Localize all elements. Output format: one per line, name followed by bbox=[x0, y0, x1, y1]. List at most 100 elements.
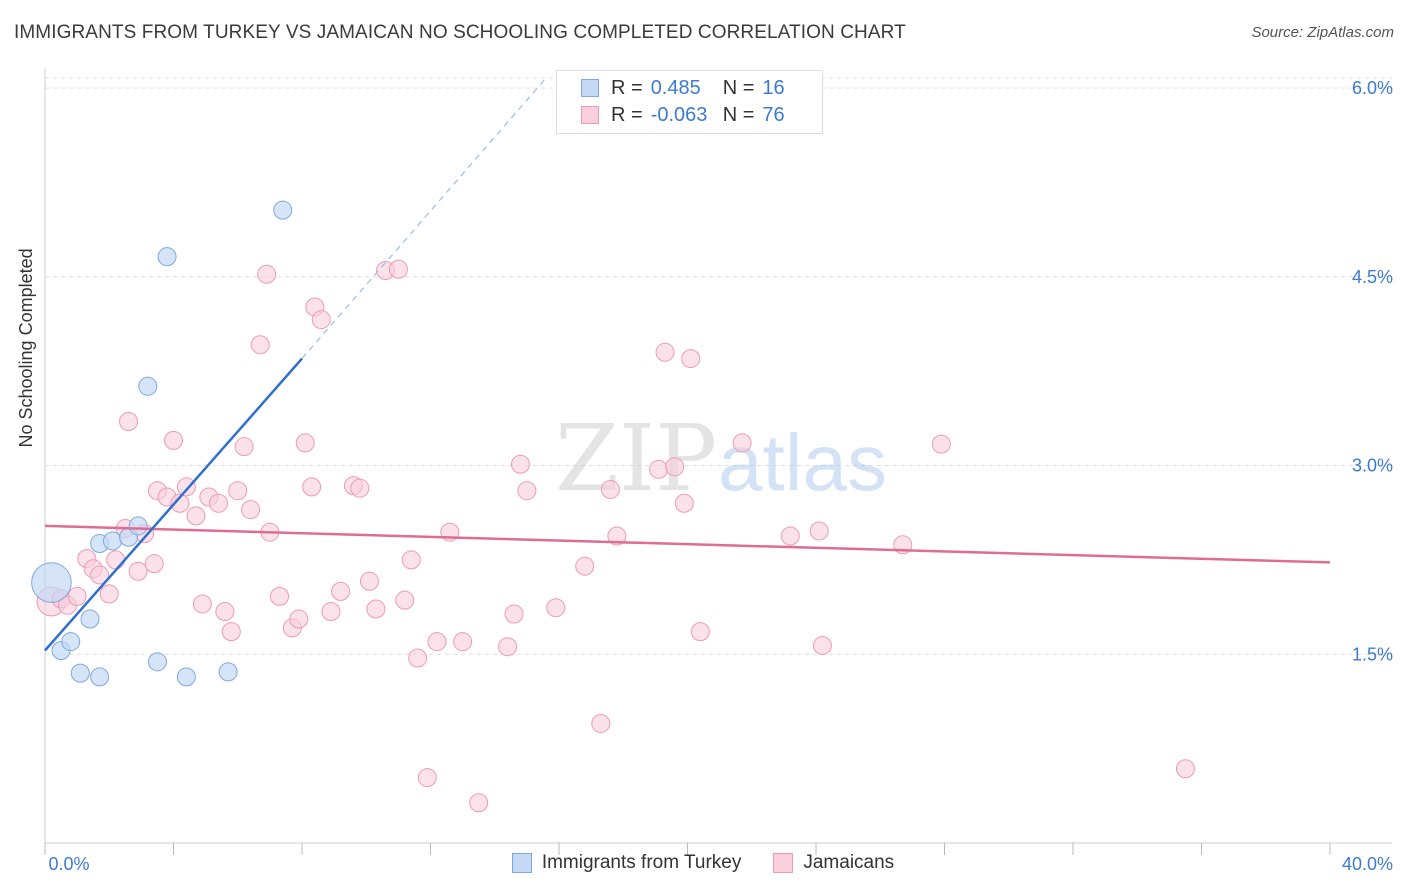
jamaican-point bbox=[241, 500, 261, 520]
jamaican-point bbox=[228, 481, 248, 501]
jamaican-point bbox=[221, 622, 241, 642]
jamaican-point bbox=[575, 556, 595, 576]
jamaican-point bbox=[128, 561, 148, 581]
jamaican-point bbox=[546, 598, 566, 618]
watermark-zip: ZIP bbox=[555, 405, 717, 512]
grid-lines bbox=[45, 77, 1392, 655]
jamaican-point bbox=[674, 493, 694, 513]
source-label: Source: ZipAtlas.com bbox=[1251, 24, 1394, 41]
trend-lines bbox=[44, 77, 1331, 652]
turkey-points bbox=[31, 200, 293, 687]
jamaican-point bbox=[350, 478, 370, 498]
jamaican-trend-line bbox=[44, 524, 1331, 564]
legend-swatch-turkey bbox=[581, 79, 599, 97]
correlation-legend: R = 0.485 N = 16 R = -0.063 N = 76 bbox=[556, 70, 823, 134]
legend-n-value: 16 bbox=[762, 76, 785, 99]
jamaican-point bbox=[504, 604, 524, 624]
jamaican-point bbox=[453, 632, 473, 652]
jamaican-point bbox=[1175, 759, 1195, 779]
jamaican-point bbox=[302, 477, 322, 497]
legend-row-jamaicans: R = -0.063 N = 76 bbox=[581, 102, 785, 128]
legend-row-turkey: R = 0.485 N = 16 bbox=[581, 75, 785, 101]
watermark: ZIP atlas bbox=[555, 405, 887, 512]
jamaican-point bbox=[192, 594, 212, 614]
turkey-point bbox=[80, 609, 100, 629]
legend-r-label: R = bbox=[611, 103, 643, 126]
jamaican-point bbox=[809, 521, 829, 541]
y-axis-label-wrapper: No Schooling Completed bbox=[16, 248, 37, 447]
turkey-trend-extension bbox=[301, 77, 547, 359]
y-axis-label: No Schooling Completed bbox=[16, 248, 36, 448]
jamaican-point bbox=[250, 335, 270, 355]
jamaican-point bbox=[591, 713, 611, 733]
turkey-point bbox=[70, 663, 90, 683]
jamaican-point bbox=[295, 433, 315, 453]
jamaican-point bbox=[359, 571, 379, 591]
jamaican-point bbox=[176, 477, 196, 497]
jamaican-point bbox=[498, 637, 518, 657]
jamaican-point bbox=[665, 457, 685, 477]
turkey-trend-line bbox=[44, 357, 303, 652]
turkey-point bbox=[128, 516, 148, 536]
jamaican-point bbox=[408, 648, 428, 668]
legend-n-value: 76 bbox=[762, 103, 785, 126]
jamaican-point bbox=[164, 430, 183, 450]
jamaican-point bbox=[119, 411, 139, 431]
jamaican-point bbox=[234, 437, 254, 457]
jamaican-point bbox=[257, 264, 277, 284]
jamaican-point bbox=[388, 259, 408, 279]
jamaican-point bbox=[812, 635, 832, 655]
jamaican-point bbox=[170, 493, 190, 513]
jamaican-point bbox=[427, 632, 447, 652]
y-tick-label: 1.5% bbox=[1352, 644, 1393, 664]
legend-r-value: -0.063 bbox=[650, 103, 708, 126]
legend-n-label: N = bbox=[722, 103, 755, 126]
series-legend-label-turkey: Immigrants from Turkey bbox=[541, 852, 742, 873]
jamaican-point bbox=[417, 768, 437, 788]
legend-n-label: N = bbox=[722, 76, 755, 99]
axes bbox=[44, 68, 1392, 855]
y-tick-label: 6.0% bbox=[1352, 78, 1393, 98]
y-tick-label: 3.0% bbox=[1352, 456, 1393, 476]
jamaican-point bbox=[186, 506, 206, 526]
jamaican-point bbox=[607, 526, 627, 546]
jamaican-point bbox=[600, 479, 620, 499]
x-tick-label: 40.0% bbox=[1342, 854, 1393, 874]
jamaican-point bbox=[289, 609, 309, 629]
legend-swatch-jamaicans bbox=[581, 106, 599, 124]
jamaican-point bbox=[366, 599, 386, 619]
turkey-point bbox=[61, 632, 81, 652]
jamaican-point bbox=[931, 434, 951, 454]
jamaican-point bbox=[469, 793, 489, 813]
jamaican-point bbox=[517, 481, 537, 501]
jamaican-point bbox=[106, 550, 126, 570]
jamaican-point bbox=[270, 586, 290, 606]
y-tick-label: 4.5% bbox=[1352, 267, 1393, 287]
legend-r-value: 0.485 bbox=[650, 76, 701, 99]
jamaican-point bbox=[144, 554, 164, 574]
jamaican-point bbox=[311, 310, 331, 330]
turkey-point bbox=[218, 662, 238, 682]
series-legend-jamaicans: Jamaicans bbox=[773, 852, 894, 874]
jamaican-point bbox=[649, 459, 669, 479]
jamaican-point bbox=[208, 493, 228, 513]
legend-r-label: R = bbox=[611, 76, 643, 99]
tick-labels: 1.5% 3.0% 4.5% 6.0% 0.0% 40.0% bbox=[48, 78, 1393, 874]
series-legend-turkey: Immigrants from Turkey bbox=[511, 852, 742, 874]
series-legend-swatch-jamaicans bbox=[773, 853, 794, 873]
jamaican-point bbox=[681, 349, 701, 369]
jamaican-point bbox=[395, 590, 415, 610]
turkey-point bbox=[147, 652, 167, 672]
jamaican-point bbox=[99, 584, 119, 604]
turkey-point bbox=[157, 247, 177, 267]
jamaican-point bbox=[215, 601, 235, 621]
turkey-point bbox=[90, 667, 110, 687]
jamaican-point bbox=[732, 433, 752, 453]
jamaican-point bbox=[67, 586, 87, 606]
jamaican-point bbox=[321, 601, 341, 621]
jamaican-point bbox=[401, 550, 421, 570]
series-legend: Immigrants from Turkey Jamaicans bbox=[0, 852, 1406, 874]
jamaican-point bbox=[780, 526, 800, 546]
turkey-point bbox=[31, 562, 72, 603]
